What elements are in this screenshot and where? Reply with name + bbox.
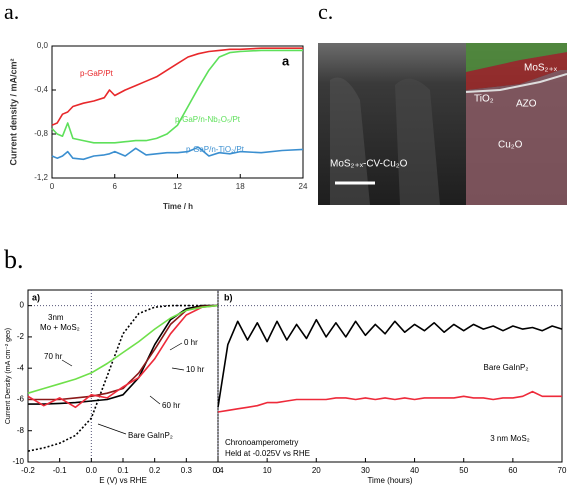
- callout-arrow: [97, 423, 127, 435]
- sem-image: MoS₂₊ₓ TiO₂ AZO Cu₂O MoS₂₊ₓ-CV-Cu₂O: [318, 43, 567, 205]
- x-tick-label: 6: [113, 182, 118, 191]
- y-tick-label: 0,0: [37, 41, 49, 50]
- subpanel-label: b): [224, 292, 233, 302]
- series-label: 70 hr: [44, 352, 63, 361]
- annotation: 3nm: [48, 313, 64, 322]
- series-label: p-GaP/n-TiO₂/Pt: [186, 145, 245, 154]
- mos2-layer: [466, 43, 567, 72]
- x-tick-label: 20: [312, 466, 321, 475]
- x-tick-label: 0.0: [86, 466, 98, 475]
- x-tick-label: 60: [508, 466, 517, 475]
- plot-frame: [217, 289, 563, 463]
- x-tick-label: 0.4: [212, 466, 224, 475]
- x-tick-label: 50: [459, 466, 468, 475]
- x-tick-label: 0.1: [117, 466, 129, 475]
- annotation: Mo + MoS₂: [40, 323, 80, 332]
- series-label: p-GaP/n-Nb₂O₅/Pt: [175, 115, 241, 124]
- x-tick-label: 30: [361, 466, 370, 475]
- chart: -0.2 -0.1 0.0 0.1 0.2 0.3 0.40-2-4-6-8-10Bare …: [5, 289, 224, 485]
- series-line: [28, 304, 218, 405]
- x-tick-label: 24: [299, 182, 308, 191]
- y-tick-label: -0,4: [34, 85, 48, 94]
- x-axis-label: Time / h: [163, 202, 193, 211]
- y-tick-label: -6: [17, 395, 25, 404]
- panel-label: a.: [4, 0, 19, 24]
- sem-texture: [330, 77, 370, 205]
- callout-arrow: [169, 342, 183, 351]
- x-tick-label: 10: [263, 466, 272, 475]
- y-axis-label: Current density / mA/cm²: [8, 58, 18, 165]
- y-tick-label: -0,8: [34, 129, 48, 138]
- series-label: 10 hr: [186, 365, 205, 374]
- y-axis-label: Current Density (mA cm⁻² geo): [5, 328, 12, 424]
- layer-label: TiO₂: [474, 94, 494, 105]
- series-label: 60 hr: [162, 401, 181, 410]
- x-tick-label: 70: [558, 466, 567, 475]
- callout-arrow: [149, 395, 161, 405]
- image-caption: MoS₂₊ₓ-CV-Cu₂O: [330, 159, 408, 170]
- series-label: Bare GaInP₂: [128, 431, 173, 440]
- x-tick-label: -0.2: [21, 466, 35, 475]
- x-axis-label: Time (hours): [367, 476, 412, 485]
- tio2-layer: [466, 52, 567, 90]
- series-label: 0 hr: [184, 338, 198, 347]
- annotation: a: [282, 53, 290, 68]
- chart: 0 10 20 30 40 50 60 70 Bare GaInP₂ 3 nm MoS₂ Chron…: [216, 289, 567, 485]
- callout-arrow: [171, 367, 185, 371]
- cu2o-layer: [466, 70, 567, 205]
- layer-label: Cu₂O: [498, 140, 523, 151]
- x-axis-label: E (V) vs RHE: [99, 476, 147, 485]
- x-tick-label: 12: [173, 182, 182, 191]
- series-line: [217, 390, 562, 413]
- y-tick-label: 0: [20, 301, 25, 310]
- chart: 0 6 12 18 24 0,0 -0,4 -0,8 -1,2 p-GaP/Pt p-GaP/n-N…: [8, 41, 308, 211]
- series-label: Bare GaInP₂: [484, 363, 529, 372]
- series-line: [27, 304, 218, 452]
- panel-label: b.: [4, 245, 24, 274]
- callout-arrow: [61, 359, 73, 367]
- x-tick-label: 0.3: [181, 466, 193, 475]
- series-line: [27, 304, 219, 394]
- sem-texture: [395, 78, 440, 205]
- series-line: [51, 49, 303, 144]
- panel-label: c.: [318, 0, 333, 24]
- azo-layer: [465, 73, 567, 93]
- annotation: Held at -0.025V vs RHE: [225, 449, 310, 458]
- series-label: p-GaP/Pt: [80, 69, 114, 78]
- y-tick-label: -10: [12, 457, 24, 466]
- series-line: [51, 47, 303, 126]
- annotation: Chronoamperometry: [225, 438, 298, 447]
- x-tick-label: 18: [236, 182, 245, 191]
- layer-label: MoS₂₊ₓ: [524, 63, 558, 74]
- x-tick-label: 0.2: [149, 466, 161, 475]
- x-tick-label: 0: [216, 466, 221, 475]
- y-tick-label: -8: [17, 426, 25, 435]
- series-line: [51, 146, 304, 161]
- layer-label: AZO: [516, 99, 537, 110]
- series-line: [27, 304, 219, 409]
- x-tick-label: 0: [50, 182, 55, 191]
- series-label: 3 nm MoS₂: [490, 434, 530, 443]
- y-tick-label: -4: [17, 363, 25, 372]
- x-tick-label: -0.1: [53, 466, 67, 475]
- plot-frame: [51, 45, 304, 179]
- y-tick-label: -2: [17, 332, 25, 341]
- series-line: [217, 318, 563, 408]
- x-tick-label: 40: [410, 466, 419, 475]
- y-tick-label: -1,2: [34, 173, 48, 182]
- subpanel-label: a): [32, 292, 40, 302]
